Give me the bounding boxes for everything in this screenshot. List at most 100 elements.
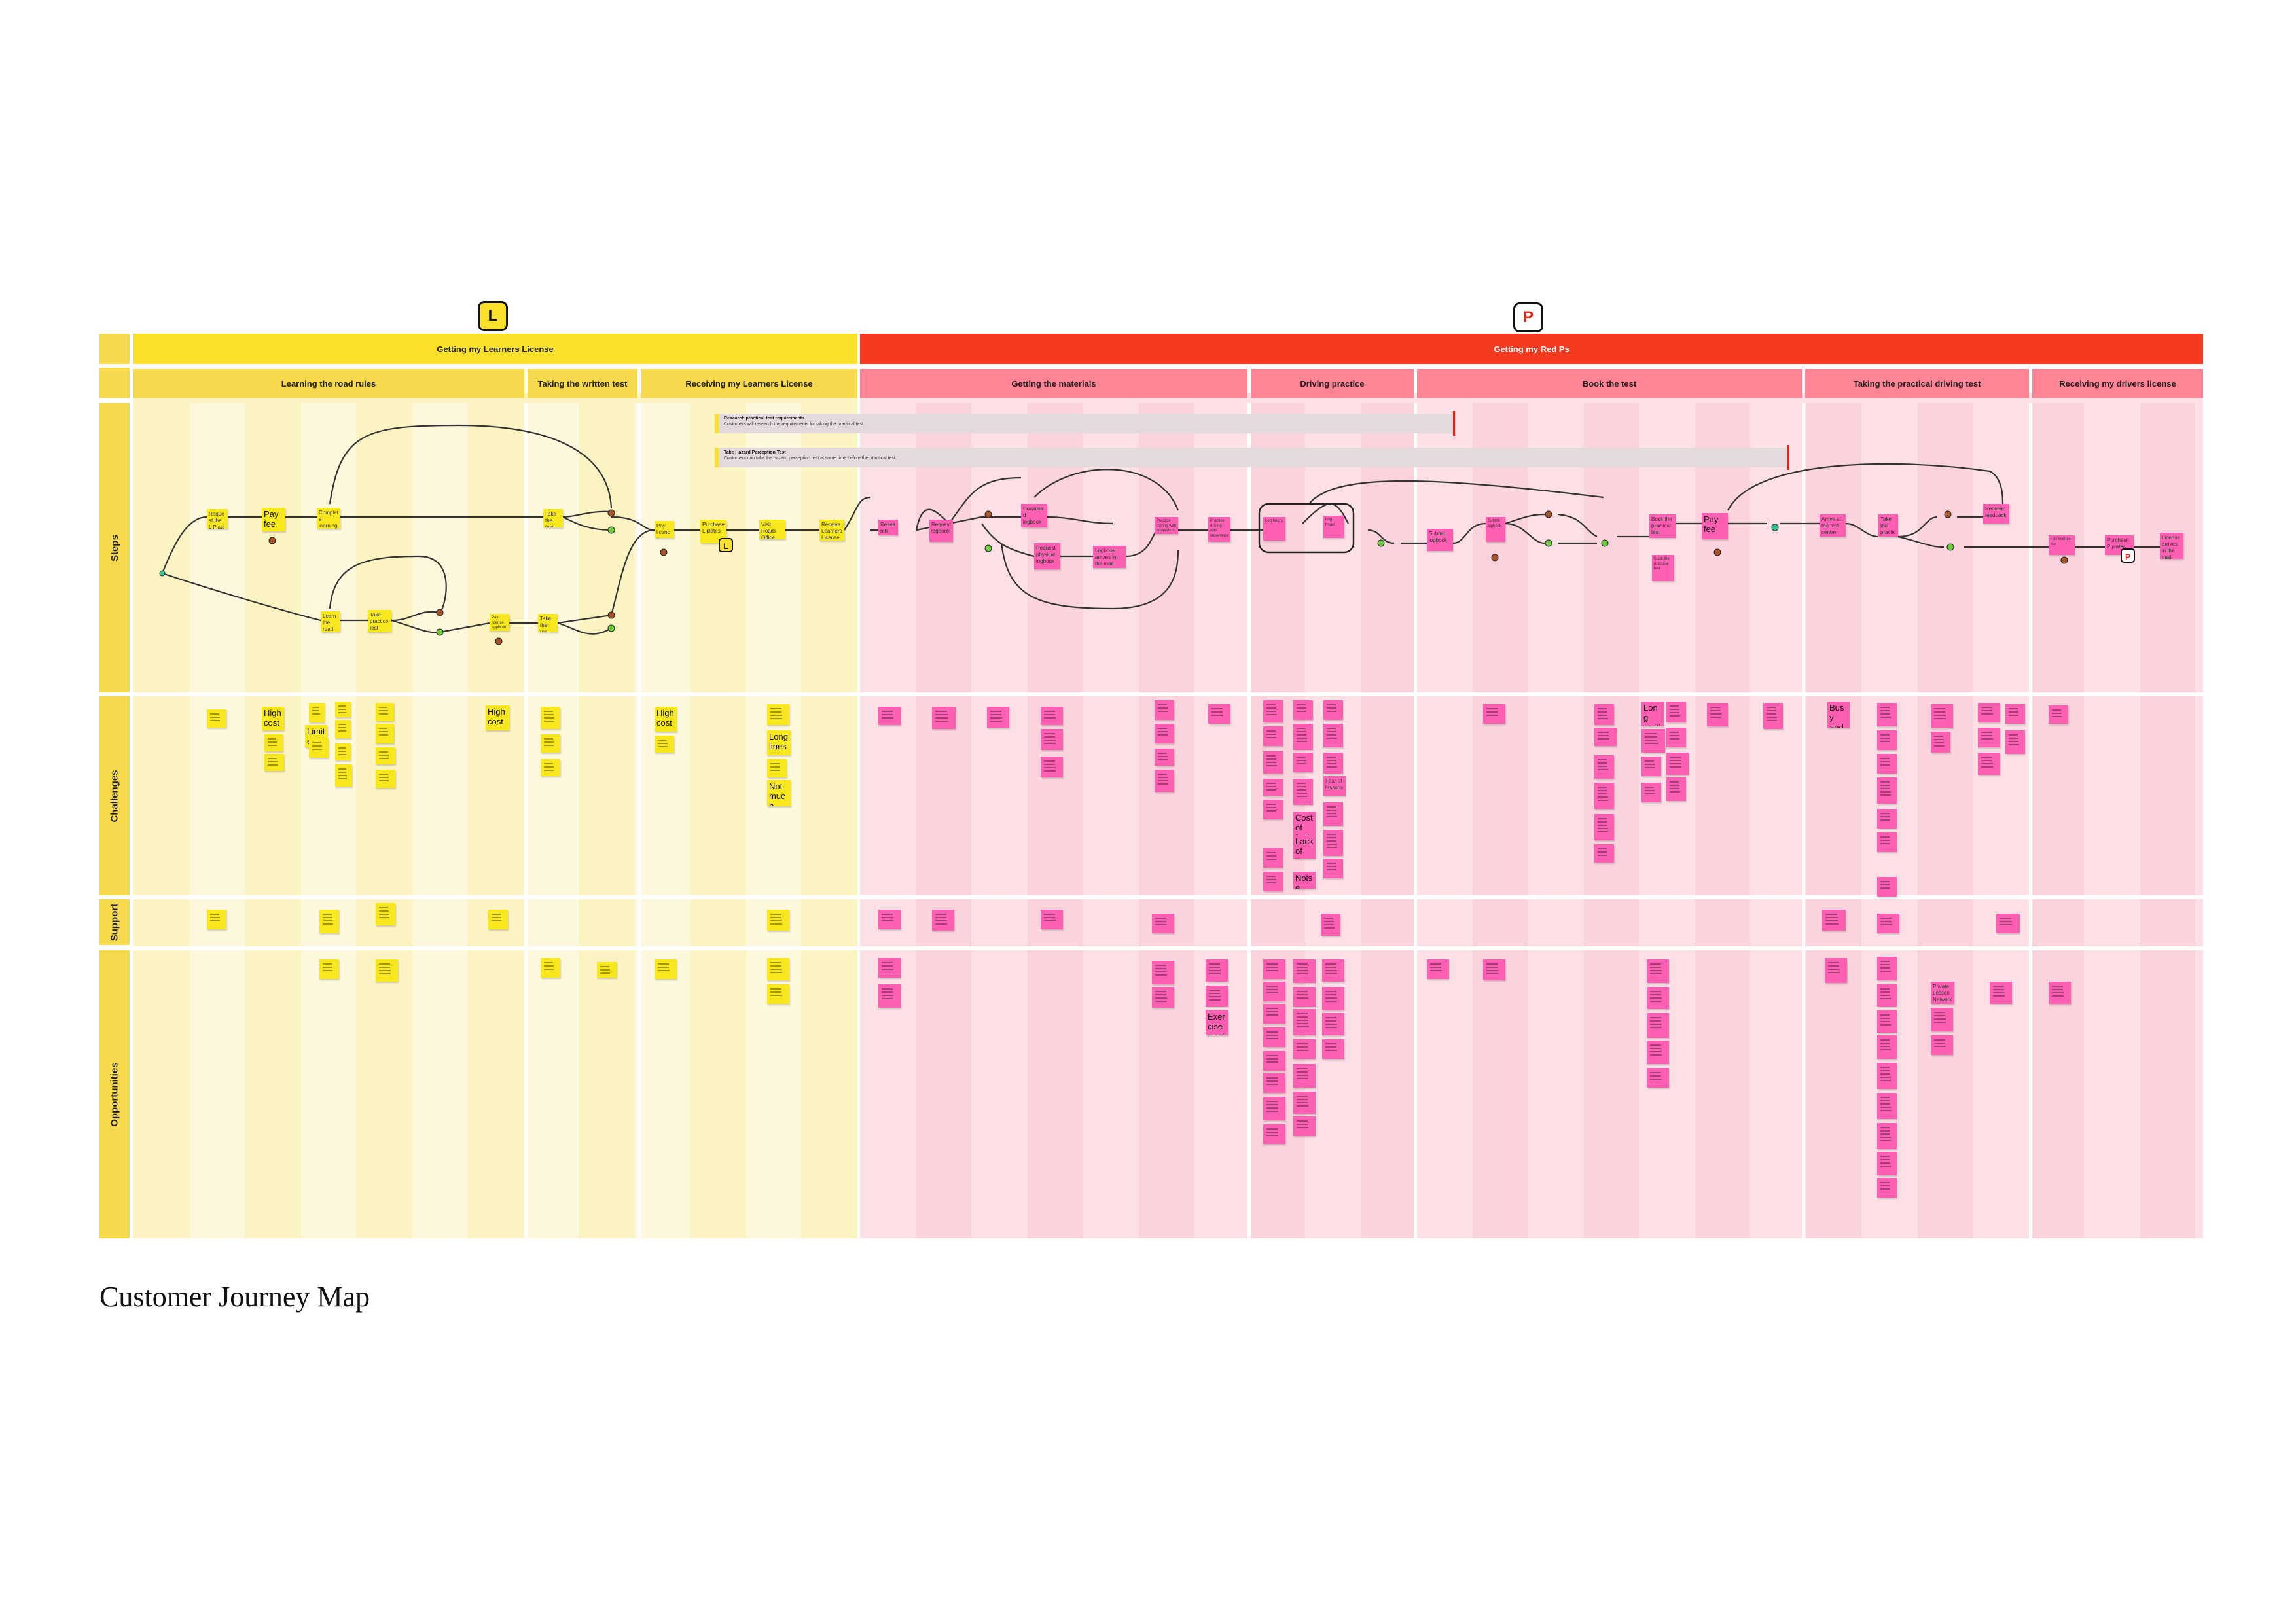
step-note: Pay fee [1702,513,1728,539]
note-line [1650,973,1662,974]
note-line [1880,1133,1891,1135]
sticky-note [1877,777,1897,804]
note-line [1297,1013,1308,1014]
sticky-note [335,720,351,738]
note-line [1044,717,1056,719]
note-line [1670,763,1681,764]
note-line [1650,991,1661,992]
sticky-note [878,984,901,1008]
note-line [1880,1156,1890,1157]
sticky-note [1293,1009,1316,1035]
note-line [1486,708,1498,709]
column-stripe [1806,403,1861,1238]
note-line [1880,707,1890,708]
note-line [544,745,554,746]
note-line [1880,1043,1890,1044]
note-line [379,963,390,965]
note-line [210,720,221,721]
note-line [1266,986,1278,987]
stage-separator [2029,403,2032,1238]
sticky-note [1152,987,1174,1008]
note-line [1880,764,1891,766]
note-line [1327,707,1336,709]
flow-line [844,496,871,531]
note-line [1325,1050,1337,1051]
note-line [1650,1079,1662,1080]
sticky-note [1041,729,1063,750]
flow-line [1505,522,1545,544]
note-line [1158,759,1168,760]
note-line [1880,918,1892,919]
step-note: Submit logbook [1486,517,1505,542]
note-line [2052,992,2064,993]
note-line [1670,712,1680,713]
sticky-note [1263,848,1283,868]
column-stripe [1139,403,1194,1238]
note-line [1327,763,1337,764]
note-line [1880,761,1890,762]
sticky-note [1931,1035,1953,1055]
note-line [1598,818,1607,819]
note-line [1297,967,1308,968]
step-note: Practice driving with supervisor [1208,517,1230,542]
note-line [1880,781,1890,783]
flow-node [495,637,503,645]
note-line [2052,989,2064,990]
provisional-plate-small-icon: P [2121,548,2135,563]
note-line [1934,742,1945,743]
note-line [1880,1166,1891,1167]
note-line [544,717,554,719]
note-line [1880,734,1890,736]
note-line [1297,786,1306,787]
note-line [1880,741,1891,742]
note-line [1327,813,1337,814]
step-note: Research the requirements [878,520,898,535]
sticky-note [1322,959,1344,982]
note-line [338,747,346,749]
note-line [1266,1080,1278,1082]
note-line [1934,708,1945,709]
note-line [1710,710,1721,711]
note-line [1297,1075,1308,1076]
note-line [1158,780,1168,781]
note-line [1209,996,1221,997]
note-line [1670,766,1682,768]
note-line [770,988,781,990]
note-line [1325,1017,1336,1018]
sticky-note [1263,982,1285,1001]
driving-practice-group-box [1258,503,1355,554]
note-line [1266,804,1276,805]
sticky-note [2005,730,2025,754]
note-line [1325,994,1337,995]
note-line [1880,717,1891,718]
sticky-note [1323,724,1343,747]
note-line [770,711,782,713]
note-line [544,969,554,970]
note-line [1044,711,1055,712]
note-line [1880,887,1891,889]
challenge-note: High cost [486,705,509,730]
note-line [1327,837,1336,838]
note-line [1880,758,1890,759]
step-note: Book the practical test [1652,555,1674,581]
note-line [1297,1016,1308,1018]
note-line [2000,918,2011,919]
sticky-note [1263,1124,1285,1144]
note-line [338,724,346,725]
note-line [1934,745,1945,747]
note-line [379,751,389,753]
note-line [1598,735,1609,736]
note-line [1598,787,1607,788]
sticky-note [541,958,560,978]
sticky-note [1152,914,1174,933]
note-line [882,969,893,970]
step-note: Book the practical test [1649,514,1676,538]
sticky-note [1707,703,1728,726]
note-line [1158,753,1168,754]
flow-node [1771,524,1779,531]
stage-receiving-drivers: Receiving my drivers license [2032,369,2203,398]
note-line [2052,995,2064,997]
sticky-note [1293,1116,1316,1136]
sticky-note [1293,724,1313,750]
step-note: Log hours [1263,517,1285,541]
